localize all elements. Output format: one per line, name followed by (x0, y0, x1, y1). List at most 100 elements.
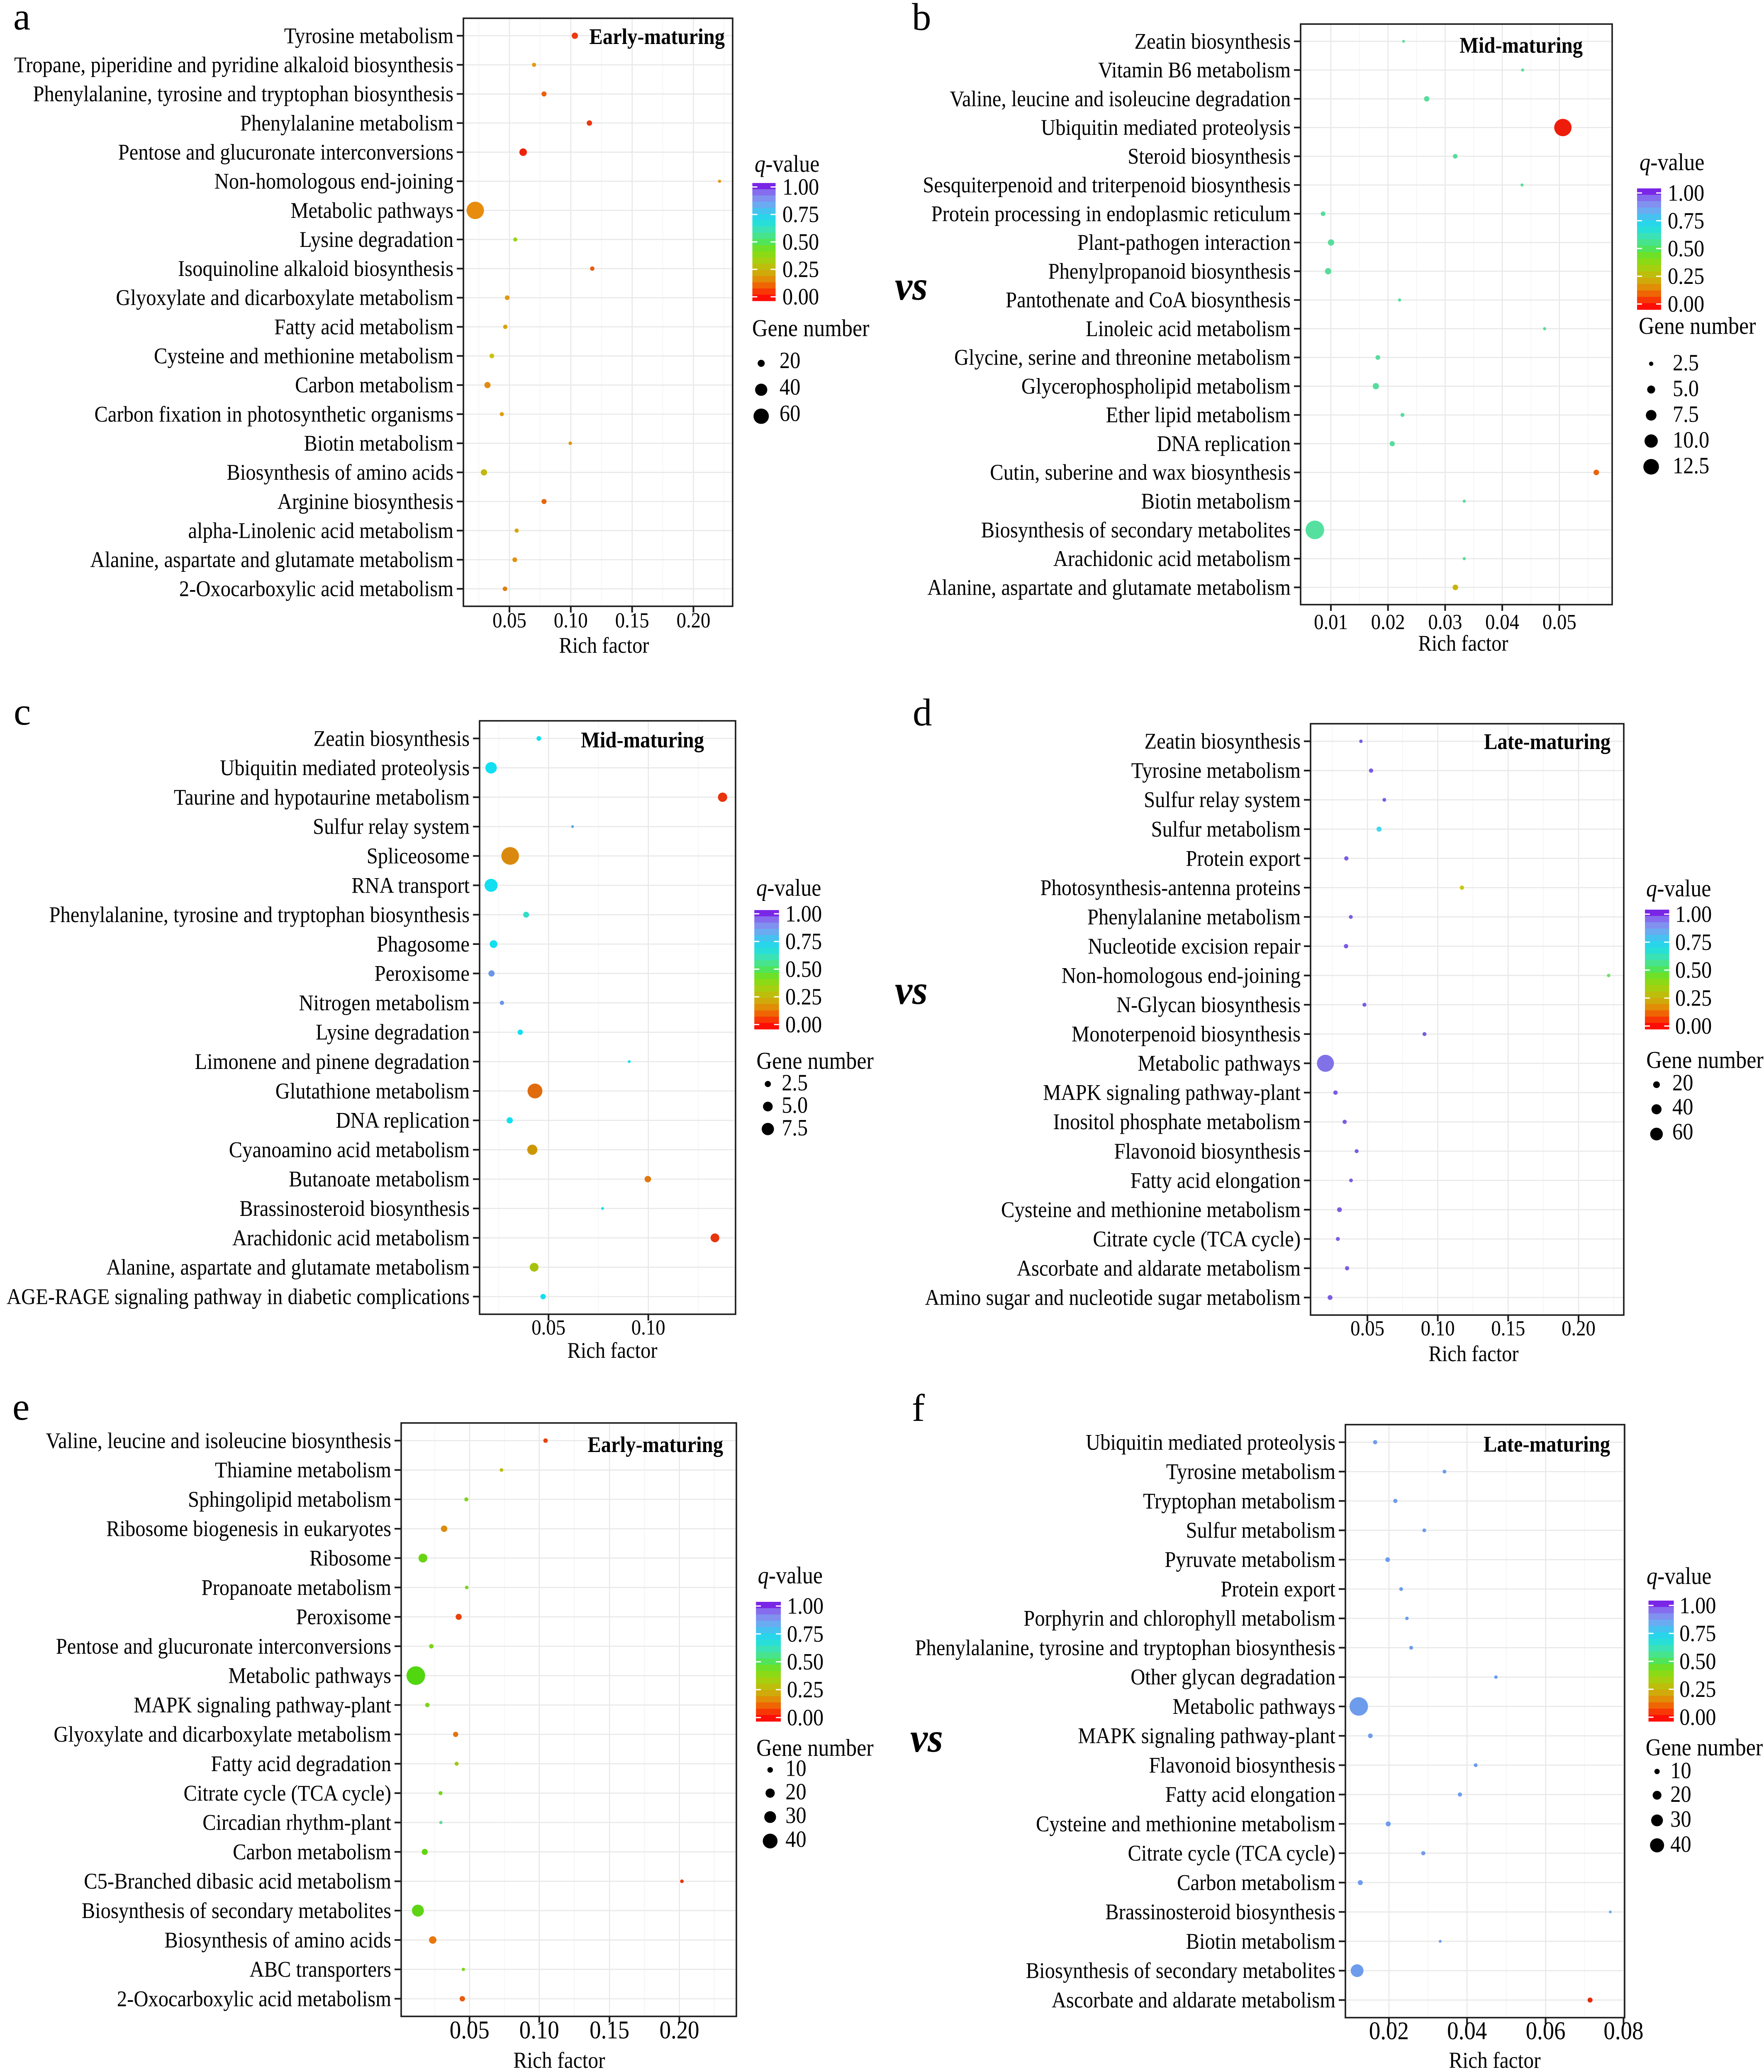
svg-text:1.00: 1.00 (1675, 901, 1712, 927)
svg-text:Pentose and glucuronate interc: Pentose and glucuronate interconversions (118, 140, 453, 165)
svg-text:1.00: 1.00 (787, 1593, 824, 1619)
svg-text:2-Oxocarboxylic acid metabolis: 2-Oxocarboxylic acid metabolism (117, 1987, 391, 2011)
svg-text:0.25: 0.25 (1679, 1677, 1716, 1702)
svg-text:Sulfur relay system: Sulfur relay system (1144, 788, 1301, 813)
svg-text:Steroid biosynthesis: Steroid biosynthesis (1128, 144, 1291, 169)
svg-text:0.20: 0.20 (677, 608, 711, 632)
svg-text:Sphingolipid metabolism: Sphingolipid metabolism (188, 1487, 391, 1512)
svg-text:Tyrosine metabolism: Tyrosine metabolism (284, 24, 453, 49)
svg-text:Phenylpropanoid biosynthesis: Phenylpropanoid biosynthesis (1048, 259, 1291, 284)
svg-text:0.00: 0.00 (782, 284, 819, 310)
svg-text:1.00: 1.00 (782, 174, 819, 200)
svg-text:Biosynthesis of secondary meta: Biosynthesis of secondary metabolites (1026, 1958, 1335, 1983)
svg-text:Rich factor: Rich factor (1418, 631, 1508, 656)
svg-text:0.06: 0.06 (1526, 2016, 1566, 2045)
svg-text:Gene number: Gene number (756, 1047, 874, 1074)
svg-text:5.0: 5.0 (1673, 376, 1699, 401)
svg-text:0.50: 0.50 (1675, 957, 1712, 983)
svg-text:Fatty acid degradation: Fatty acid degradation (211, 1752, 391, 1777)
svg-text:Peroxisome: Peroxisome (296, 1605, 391, 1630)
svg-text:Biosynthesis of secondary meta: Biosynthesis of secondary metabolites (981, 517, 1291, 542)
svg-text:1.00: 1.00 (785, 901, 822, 927)
svg-text:b: b (912, 0, 931, 39)
svg-text:0.10: 0.10 (519, 2016, 559, 2044)
svg-text:Plant-pathogen interaction: Plant-pathogen interaction (1077, 230, 1291, 255)
svg-text:0.05: 0.05 (450, 2016, 490, 2044)
svg-text:q-value: q-value (1646, 875, 1711, 901)
svg-text:1.00: 1.00 (1668, 180, 1704, 206)
svg-text:Citrate cycle (TCA cycle): Citrate cycle (TCA cycle) (1093, 1227, 1301, 1252)
svg-text:20: 20 (785, 1779, 806, 1805)
svg-text:Glycine, serine and threonine: Glycine, serine and threonine metabolism (954, 345, 1291, 370)
svg-text:10: 10 (1670, 1757, 1691, 1783)
svg-text:40: 40 (1672, 1094, 1693, 1120)
svg-text:0.25: 0.25 (785, 984, 822, 1010)
svg-text:Carbon metabolism: Carbon metabolism (233, 1840, 391, 1865)
svg-text:0.05: 0.05 (1542, 610, 1576, 634)
svg-text:Biosynthesis of secondary meta: Biosynthesis of secondary metabolites (82, 1899, 391, 1923)
svg-text:Valine, leucine and isoleucine: Valine, leucine and isoleucine degradati… (950, 87, 1291, 112)
svg-text:10: 10 (785, 1755, 806, 1781)
svg-text:Metabolic pathways: Metabolic pathways (1138, 1051, 1301, 1076)
svg-text:MAPK signaling pathway-plant: MAPK signaling pathway-plant (1078, 1723, 1335, 1748)
svg-text:Butanoate metabolism: Butanoate metabolism (289, 1167, 470, 1192)
svg-text:Cysteine and methionine metabo: Cysteine and methionine metabolism (1036, 1812, 1335, 1837)
svg-text:0.50: 0.50 (787, 1649, 824, 1675)
svg-text:0.04: 0.04 (1447, 2016, 1487, 2045)
svg-text:Gene number: Gene number (752, 315, 870, 341)
svg-text:vs: vs (895, 263, 928, 309)
svg-text:Rich factor: Rich factor (559, 633, 649, 658)
svg-text:0.15: 0.15 (1491, 1316, 1525, 1340)
svg-text:12.5: 12.5 (1673, 453, 1709, 478)
svg-text:Ascorbate and aldarate metabol: Ascorbate and aldarate metabolism (1052, 1988, 1335, 2013)
svg-text:0.15: 0.15 (590, 2016, 629, 2044)
svg-text:N-Glycan biosynthesis: N-Glycan biosynthesis (1116, 993, 1301, 1018)
svg-text:Cutin, suberine and wax biosyn: Cutin, suberine and wax biosynthesis (990, 460, 1291, 485)
svg-text:30: 30 (785, 1802, 806, 1828)
svg-text:60: 60 (1672, 1119, 1693, 1145)
svg-text:Lysine degradation: Lysine degradation (316, 1020, 470, 1045)
svg-text:Phenylalanine metabolism: Phenylalanine metabolism (240, 111, 453, 136)
svg-text:20: 20 (1670, 1782, 1691, 1807)
svg-text:Late-maturing: Late-maturing (1484, 1432, 1610, 1457)
svg-text:Zeatin biosynthesis: Zeatin biosynthesis (1134, 29, 1291, 54)
svg-text:0.00: 0.00 (1679, 1704, 1716, 1730)
svg-text:Phenylalanine, tyrosine and tr: Phenylalanine, tyrosine and tryptophan b… (49, 903, 470, 927)
svg-text:Ubiquitin mediated proteolysis: Ubiquitin mediated proteolysis (1086, 1430, 1335, 1455)
svg-text:Early-maturing: Early-maturing (589, 24, 725, 49)
svg-text:Pyruvate metabolism: Pyruvate metabolism (1165, 1547, 1335, 1572)
svg-text:0.25: 0.25 (782, 256, 819, 282)
svg-text:Spliceosome: Spliceosome (367, 844, 470, 869)
svg-text:Zeatin biosynthesis: Zeatin biosynthesis (313, 726, 470, 751)
svg-text:q-value: q-value (1647, 1562, 1711, 1589)
svg-text:Peroxisome: Peroxisome (375, 961, 470, 986)
svg-text:Nucleotide excision repair: Nucleotide excision repair (1088, 934, 1301, 959)
svg-text:DNA replication: DNA replication (1157, 432, 1291, 456)
svg-text:Amino sugar and nucleotide sug: Amino sugar and nucleotide sugar metabol… (925, 1285, 1301, 1310)
svg-text:Biotin metabolism: Biotin metabolism (1186, 1929, 1335, 1954)
svg-text:Isoquinoline alkaloid biosynth: Isoquinoline alkaloid biosynthesis (178, 256, 453, 281)
svg-text:Tryptophan metabolism: Tryptophan metabolism (1143, 1489, 1335, 1513)
svg-text:Brassinosteroid biosynthesis: Brassinosteroid biosynthesis (1105, 1900, 1335, 1925)
svg-text:Sesquiterpenoid and triterpeno: Sesquiterpenoid and triterpenoid biosynt… (923, 173, 1291, 198)
svg-text:5.0: 5.0 (782, 1092, 808, 1118)
svg-text:Pentose and glucuronate interc: Pentose and glucuronate interconversions (56, 1634, 391, 1659)
svg-text:2-Oxocarboxylic acid metabolis: 2-Oxocarboxylic acid metabolism (179, 576, 453, 601)
svg-text:0.02: 0.02 (1371, 610, 1405, 634)
svg-text:0.01: 0.01 (1314, 610, 1348, 634)
svg-text:Metabolic pathways: Metabolic pathways (290, 198, 453, 223)
svg-text:Ubiquitin mediated proteolysis: Ubiquitin mediated proteolysis (220, 756, 470, 781)
svg-text:0.00: 0.00 (787, 1705, 824, 1730)
svg-text:alpha-Linolenic acid metabolis: alpha-Linolenic acid metabolism (188, 518, 453, 543)
svg-text:Mid-maturing: Mid-maturing (1459, 33, 1583, 58)
svg-text:Rich factor: Rich factor (513, 2048, 605, 2070)
svg-text:Arachidonic acid metabolism: Arachidonic acid metabolism (232, 1225, 470, 1250)
svg-text:Ether lipid metabolism: Ether lipid metabolism (1106, 403, 1291, 427)
svg-text:Non-homologous end-joining: Non-homologous end-joining (214, 169, 453, 194)
svg-text:7.5: 7.5 (782, 1115, 808, 1140)
svg-text:0.10: 0.10 (1421, 1316, 1455, 1340)
svg-text:f: f (912, 1387, 925, 1430)
svg-text:Flavonoid biosynthesis: Flavonoid biosynthesis (1149, 1753, 1335, 1778)
svg-text:0.50: 0.50 (785, 956, 822, 982)
svg-text:30: 30 (1670, 1806, 1691, 1832)
